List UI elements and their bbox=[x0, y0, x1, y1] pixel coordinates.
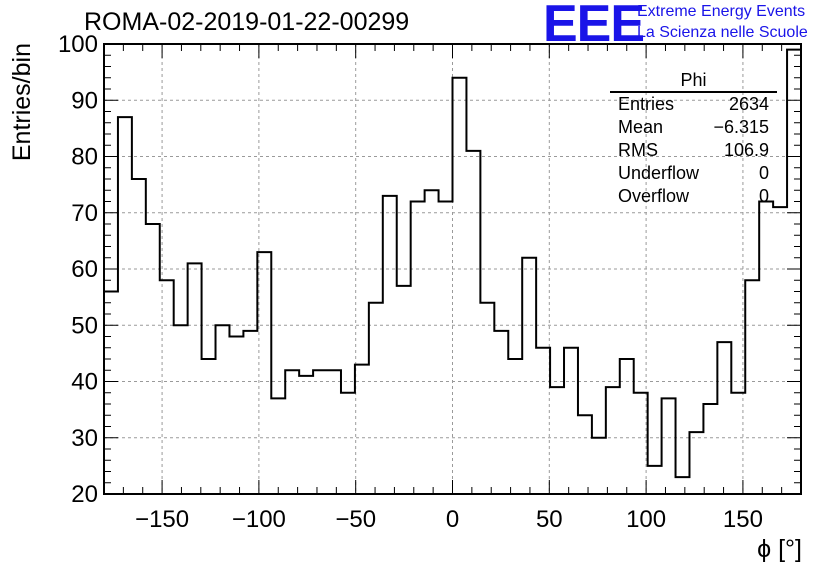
axis-ticks bbox=[103, 43, 802, 495]
y-tick-label: 50 bbox=[71, 312, 98, 339]
y-tick-label: 100 bbox=[58, 31, 98, 58]
histogram-line bbox=[104, 48, 801, 479]
stats-value: 0 bbox=[758, 186, 769, 206]
logo-caption-line2: La Scienza nelle Scuole bbox=[637, 24, 808, 41]
x-tick-label: 100 bbox=[626, 506, 666, 533]
x-tick-label: 50 bbox=[536, 506, 563, 533]
stats-box: Phi Entries 2634 Mean −6.315 RMS 106.9 U… bbox=[610, 70, 777, 208]
stats-value: 106.9 bbox=[723, 140, 769, 160]
logo-caption-line1: Extreme Energy Events bbox=[637, 3, 806, 20]
eee-logo: EEE bbox=[543, 0, 645, 53]
x-tick-label: −150 bbox=[135, 506, 189, 533]
stats-value: −6.315 bbox=[713, 117, 769, 137]
x-tick-label: 0 bbox=[446, 506, 459, 533]
stats-label: RMS bbox=[618, 140, 658, 160]
y-axis-title: Entries/bin bbox=[8, 43, 36, 161]
stats-row-overflow: Overflow 0 bbox=[610, 185, 777, 208]
y-tick-label: 90 bbox=[71, 87, 98, 114]
stats-row-mean: Mean −6.315 bbox=[610, 116, 777, 139]
stats-row-rms: RMS 106.9 bbox=[610, 139, 777, 162]
y-tick-label: 60 bbox=[71, 256, 98, 283]
y-tick-label: 70 bbox=[71, 200, 98, 227]
stats-label: Entries bbox=[618, 94, 675, 114]
run-title: ROMA-02-2019-01-22-00299 bbox=[84, 8, 410, 36]
x-axis-title: ϕ [°] bbox=[757, 535, 802, 563]
stats-row-entries: Entries 2634 bbox=[610, 93, 777, 116]
y-tick-label: 80 bbox=[71, 144, 98, 171]
stats-label: Overflow bbox=[618, 186, 690, 206]
x-tick-label: −50 bbox=[335, 506, 376, 533]
stats-row-underflow: Underflow 0 bbox=[610, 162, 777, 185]
stats-value: 0 bbox=[758, 163, 769, 183]
y-tick-labels: 20 30 40 50 60 70 80 90 100 bbox=[58, 31, 98, 508]
stats-value: 2634 bbox=[728, 94, 769, 114]
y-tick-label: 20 bbox=[71, 481, 98, 508]
x-tick-label: 150 bbox=[723, 506, 763, 533]
x-tick-labels: −150 −100 −50 0 50 100 150 bbox=[135, 506, 763, 533]
y-tick-label: 30 bbox=[71, 425, 98, 452]
stats-label: Underflow bbox=[618, 163, 700, 183]
y-tick-label: 40 bbox=[71, 369, 98, 396]
stats-label: Mean bbox=[618, 117, 664, 137]
stats-title: Phi bbox=[610, 70, 777, 93]
x-tick-label: −100 bbox=[232, 506, 286, 533]
